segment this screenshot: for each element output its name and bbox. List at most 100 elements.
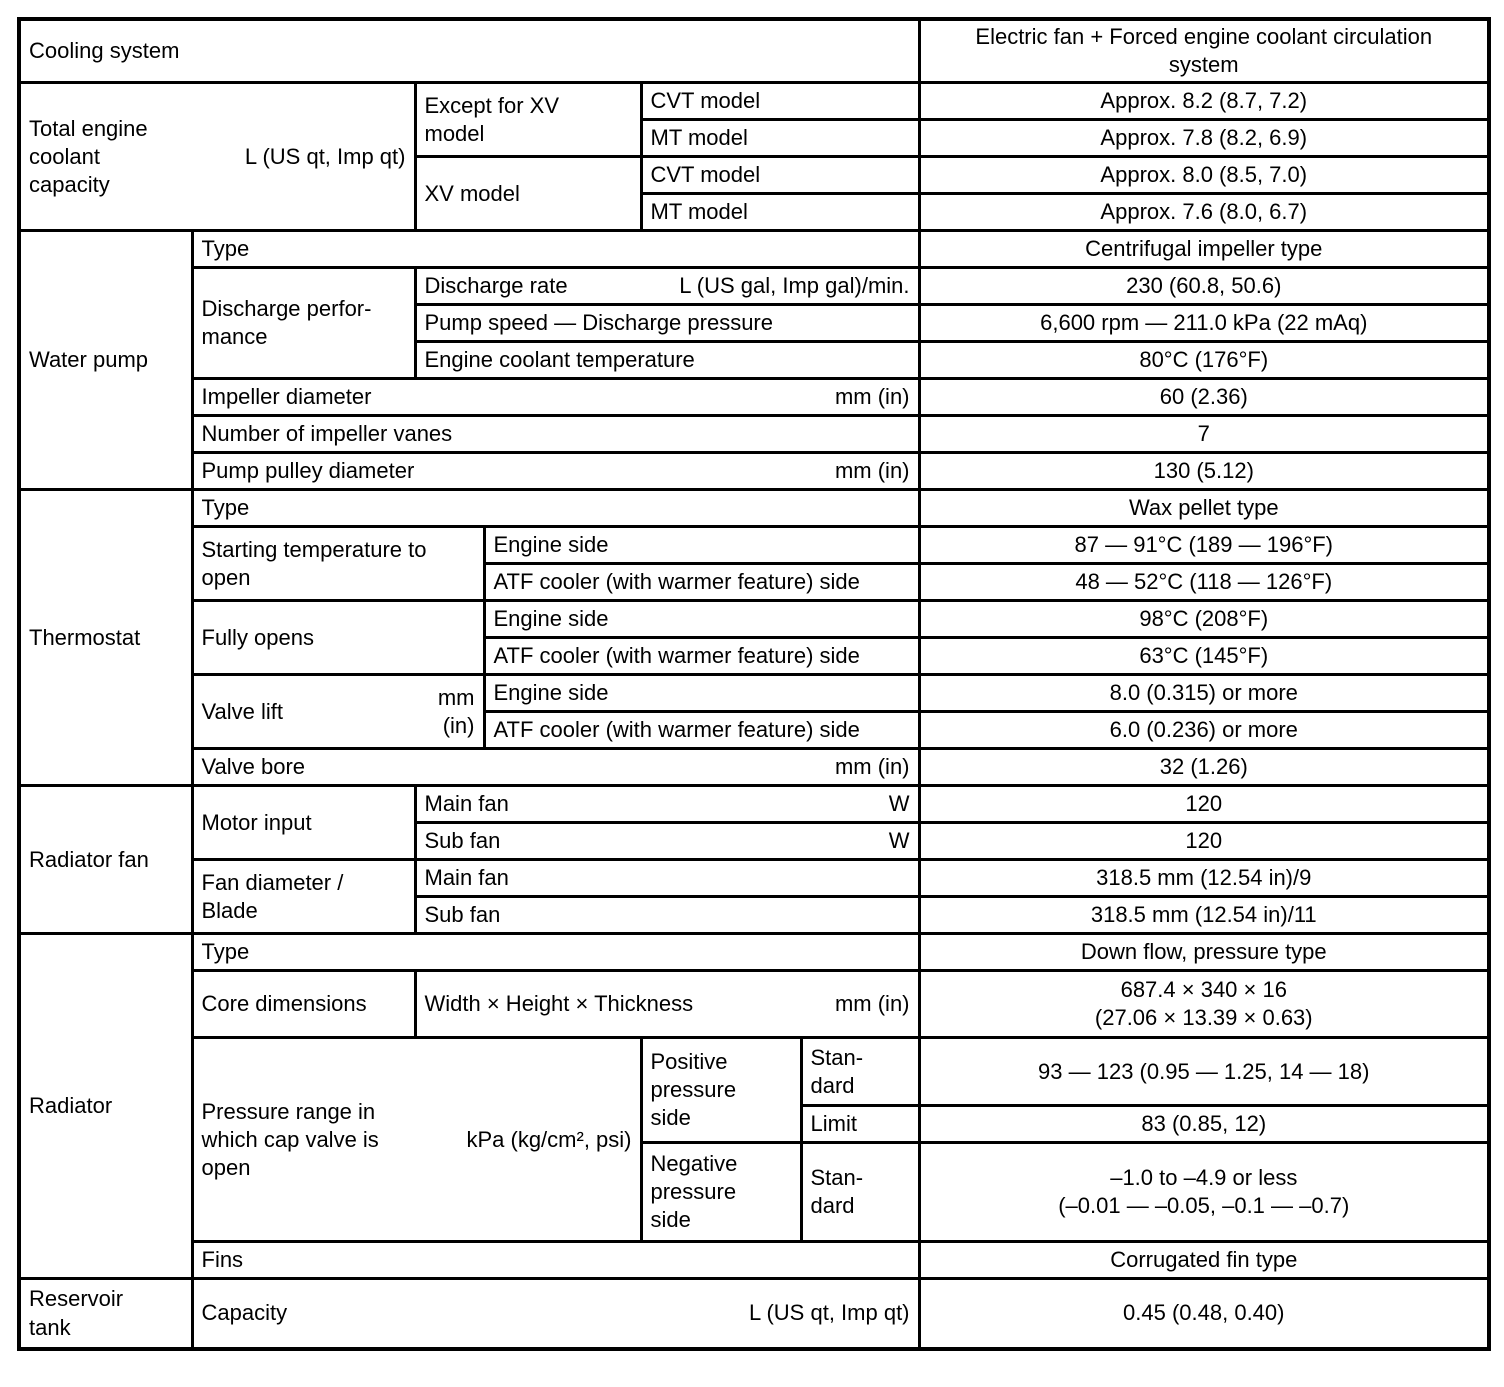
engine-side-label: Engine side xyxy=(482,673,921,714)
impeller-diameter-value: 60 (2.36) xyxy=(917,377,1491,418)
core-dimensions-cell: Width × Height × Thickness mm (in) xyxy=(413,969,921,1040)
radiator-section-label: Radiator xyxy=(17,932,194,1281)
thermostat-type-value: Wax pellet type xyxy=(917,488,1491,529)
thermostat-type-label: Type xyxy=(190,488,921,529)
valve-bore-cell: Valve bore mm (in) xyxy=(190,747,921,788)
table-row: MT model Approx. 7.6 (8.0, 6.7) xyxy=(19,192,1491,233)
starting-temperature-label: Starting temperature to open xyxy=(190,525,486,603)
table-row: Valve bore mm (in) 32 (1.26) xyxy=(19,747,1491,788)
table-row: Limit 83 (0.85, 12) xyxy=(19,1104,1491,1145)
engine-side-label: Engine side xyxy=(482,599,921,640)
reservoir-capacity-label: Capacity xyxy=(201,1300,288,1326)
cvt-model-value: Approx. 8.2 (8.7, 7.2) xyxy=(917,81,1491,122)
pressure-range-cell: Pressure range in which cap valve is ope… xyxy=(190,1036,643,1244)
reservoir-capacity-cell: Capacity L (US qt, Imp qt) xyxy=(190,1277,921,1351)
pump-pulley-diameter-cell: Pump pulley diameter mm (in) xyxy=(190,451,921,492)
table-row: Fully opens Engine side 98°C (208°F) xyxy=(19,599,1491,677)
atf-cooler-side-value: 6.0 (0.236) or more xyxy=(917,710,1491,751)
discharge-rate-label: Discharge rate xyxy=(424,273,568,299)
water-pump-type-label: Type xyxy=(190,229,921,270)
thermostat-section-label: Thermostat xyxy=(17,488,194,788)
radiator-type-value: Down flow, pressure type xyxy=(917,932,1491,973)
reservoir-capacity-unit: L (US qt, Imp qt) xyxy=(748,1300,910,1326)
table-row: Impeller diameter mm (in) 60 (2.36) xyxy=(19,377,1491,418)
main-fan-value: 120 xyxy=(917,784,1491,825)
coolant-temperature-value: 80°C (176°F) xyxy=(917,340,1491,381)
table-row: Core dimensions Width × Height × Thickne… xyxy=(19,969,1491,1040)
impeller-diameter-cell: Impeller diameter mm (in) xyxy=(190,377,921,418)
pressure-range-unit: kPa (kg/cm², psi) xyxy=(466,1126,632,1152)
negative-pressure-side-label: Negative pressure side xyxy=(639,1141,803,1244)
impeller-diameter-label: Impeller diameter xyxy=(201,384,372,410)
limit-label: Limit xyxy=(799,1104,921,1145)
positive-limit-value: 83 (0.85, 12) xyxy=(917,1104,1491,1145)
water-pump-type-value: Centrifugal impeller type xyxy=(917,229,1491,270)
cooling-system-label: Cooling system xyxy=(17,17,921,85)
mt-model-label: MT model xyxy=(639,118,921,159)
sub-fan-unit: W xyxy=(888,828,910,854)
mt-model-label: MT model xyxy=(639,192,921,233)
table-row: Radiator Type Down flow, pressure type xyxy=(17,932,1491,1281)
atf-cooler-side-value: 63°C (145°F) xyxy=(917,636,1491,677)
core-dimensions-unit: mm (in) xyxy=(834,991,910,1017)
table-row: Fan diameter / Blade Main fan 318.5 mm (… xyxy=(19,858,1491,936)
atf-cooler-side-label: ATF cooler (with warmer feature) side xyxy=(482,562,921,603)
discharge-performance-label: Discharge perfor- mance xyxy=(190,266,417,381)
standard-label: Stan- dard xyxy=(799,1141,921,1244)
table-row: Water pump Type Centrifugal impeller typ… xyxy=(17,229,1491,492)
discharge-rate-unit: L (US gal, Imp gal)/min. xyxy=(679,273,910,299)
valve-lift-label: Valve lift xyxy=(201,698,284,724)
table-row: Valve lift mm (in) Engine side 8.0 (0.31… xyxy=(19,673,1491,751)
coolant-capacity-unit: L (US qt, Imp qt) xyxy=(244,143,406,169)
radiator-type-label: Type xyxy=(190,932,921,973)
sub-fan-value: 120 xyxy=(917,821,1491,862)
except-xv-model-label: Except for XV model xyxy=(413,81,643,159)
coolant-capacity-cell: Total engine coolant capacity L (US qt, … xyxy=(17,81,417,233)
table-row: ATF cooler (with warmer feature) side 48… xyxy=(19,562,1491,603)
mt-model-value: Approx. 7.8 (8.2, 6.9) xyxy=(917,118,1491,159)
discharge-rate-value: 230 (60.8, 50.6) xyxy=(917,266,1491,307)
cvt-model-value: Approx. 8.0 (8.5, 7.0) xyxy=(917,155,1491,196)
table-row: Engine coolant temperature 80°C (176°F) xyxy=(19,340,1491,381)
engine-side-value: 8.0 (0.315) or more xyxy=(917,673,1491,714)
fins-label: Fins xyxy=(190,1240,921,1281)
main-fan-cell: Main fan W xyxy=(413,784,921,825)
radiator-fan-section-label: Radiator fan xyxy=(17,784,194,936)
positive-pressure-side-label: Positive pressure side xyxy=(639,1036,803,1145)
standard-label: Stan- dard xyxy=(799,1036,921,1108)
impeller-vanes-value: 7 xyxy=(917,414,1491,455)
reservoir-capacity-value: 0.45 (0.48, 0.40) xyxy=(917,1277,1491,1351)
mt-model-value: Approx. 7.6 (8.0, 6.7) xyxy=(917,192,1491,233)
valve-bore-unit: mm (in) xyxy=(834,754,910,780)
pump-speed-value: 6,600 rpm — 211.0 kPa (22 mAq) xyxy=(917,303,1491,344)
engine-side-value: 98°C (208°F) xyxy=(917,599,1491,640)
atf-cooler-side-label: ATF cooler (with warmer feature) side xyxy=(482,636,921,677)
pressure-range-label: Pressure range in which cap valve is ope… xyxy=(201,1098,379,1180)
sub-fan-cell: Sub fan W xyxy=(413,821,921,862)
table-row: Pump speed — Discharge pressure 6,600 rp… xyxy=(19,303,1491,344)
valve-bore-label: Valve bore xyxy=(201,754,306,780)
fully-opens-label: Fully opens xyxy=(190,599,486,677)
main-fan-label: Main fan xyxy=(413,858,921,899)
table-row: ATF cooler (with warmer feature) side 63… xyxy=(19,636,1491,677)
table-row: Thermostat Type Wax pellet type xyxy=(17,488,1491,788)
main-fan-unit: W xyxy=(888,791,910,817)
table-row: Starting temperature to open Engine side… xyxy=(19,525,1491,603)
table-row: ATF cooler (with warmer feature) side 6.… xyxy=(19,710,1491,751)
core-dimensions-value: 687.4 × 340 × 16 (27.06 × 13.39 × 0.63) xyxy=(917,969,1491,1040)
table-row: Pressure range in which cap valve is ope… xyxy=(19,1036,1491,1244)
core-dimensions-sub-label: Width × Height × Thickness xyxy=(424,991,694,1017)
positive-standard-value: 93 — 123 (0.95 — 1.25, 14 — 18) xyxy=(917,1036,1491,1108)
table-row: Negative pressure side Stan- dard –1.0 t… xyxy=(19,1141,1491,1244)
table-row: Pump pulley diameter mm (in) 130 (5.12) xyxy=(19,451,1491,492)
valve-bore-value: 32 (1.26) xyxy=(917,747,1491,788)
table-row: Radiator fan Motor input Main fan W 120 xyxy=(17,784,1491,936)
xv-model-label: XV model xyxy=(413,155,643,233)
sub-fan-label: Sub fan xyxy=(413,895,921,936)
sub-fan-value: 318.5 mm (12.54 in)/11 xyxy=(917,895,1491,936)
table-row: Sub fan W 120 xyxy=(19,821,1491,862)
valve-lift-cell: Valve lift mm (in) xyxy=(190,673,486,751)
table-row: Fins Corrugated fin type xyxy=(19,1240,1491,1281)
motor-input-label: Motor input xyxy=(190,784,417,862)
core-dimensions-label: Core dimensions xyxy=(190,969,417,1040)
